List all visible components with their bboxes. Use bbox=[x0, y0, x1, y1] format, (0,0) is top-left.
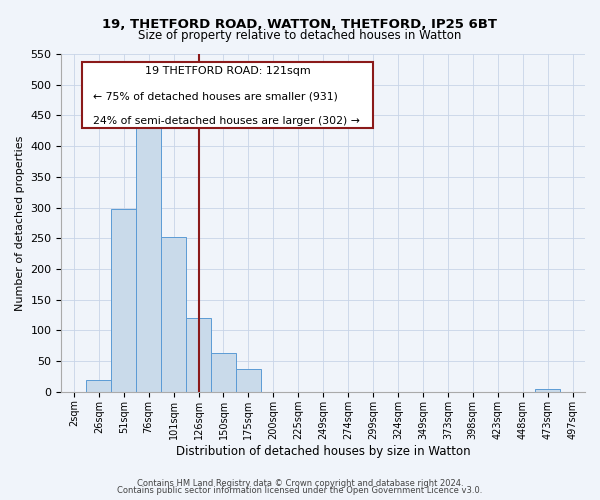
Bar bbox=[111, 210, 136, 392]
Text: 19 THETFORD ROAD: 121sqm: 19 THETFORD ROAD: 121sqm bbox=[145, 66, 311, 76]
Bar bbox=[211, 353, 236, 392]
Bar bbox=[236, 369, 261, 392]
Text: Contains HM Land Registry data © Crown copyright and database right 2024.: Contains HM Land Registry data © Crown c… bbox=[137, 478, 463, 488]
Y-axis label: Number of detached properties: Number of detached properties bbox=[15, 135, 25, 310]
Text: Contains public sector information licensed under the Open Government Licence v3: Contains public sector information licen… bbox=[118, 486, 482, 495]
Bar bbox=[136, 126, 161, 392]
Text: 19, THETFORD ROAD, WATTON, THETFORD, IP25 6BT: 19, THETFORD ROAD, WATTON, THETFORD, IP2… bbox=[103, 18, 497, 30]
Bar bbox=[186, 318, 211, 392]
Text: Size of property relative to detached houses in Watton: Size of property relative to detached ho… bbox=[139, 29, 461, 42]
X-axis label: Distribution of detached houses by size in Watton: Distribution of detached houses by size … bbox=[176, 444, 470, 458]
Bar bbox=[161, 237, 186, 392]
Bar bbox=[535, 388, 560, 392]
FancyBboxPatch shape bbox=[82, 62, 373, 128]
Bar bbox=[86, 380, 111, 392]
Text: 24% of semi-detached houses are larger (302) →: 24% of semi-detached houses are larger (… bbox=[93, 116, 359, 126]
Text: ← 75% of detached houses are smaller (931): ← 75% of detached houses are smaller (93… bbox=[93, 91, 338, 101]
